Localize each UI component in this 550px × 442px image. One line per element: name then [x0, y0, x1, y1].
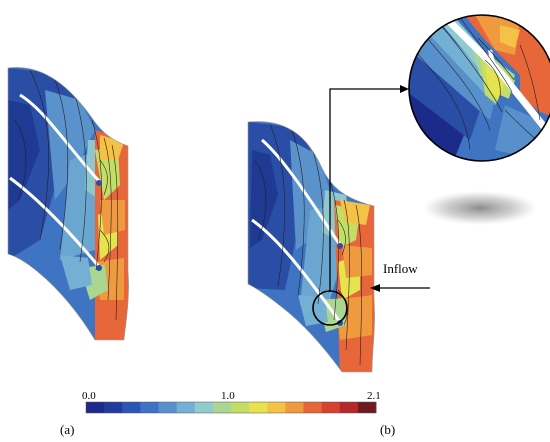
colorbar-swatch: [158, 402, 178, 413]
colorbar: [85, 401, 377, 414]
panel-a-label: (a): [60, 422, 75, 437]
inflow-label: Inflow: [383, 261, 418, 276]
panel-b-label: (b): [380, 422, 396, 437]
zoom-connector-arrowhead: [400, 85, 409, 93]
colorbar-swatch: [122, 402, 141, 413]
zoom-shadow: [422, 191, 538, 225]
zoom-connector: [329, 88, 402, 291]
colorbar-swatch: [140, 402, 159, 413]
colorbar-swatch: [212, 402, 232, 413]
colorbar-swatch: [194, 402, 214, 413]
colorbar-swatch: [267, 402, 286, 413]
colorbar-swatch: [285, 402, 304, 413]
colorbar-tick-max: 2.1: [367, 390, 381, 402]
colorbar-swatch: [231, 402, 250, 413]
panel-b-contour: [247, 121, 375, 373]
colorbar-swatch: [176, 402, 196, 413]
colorbar-swatch: [86, 402, 105, 413]
colorbar-border: [85, 401, 377, 414]
colorbar-swatch: [339, 402, 359, 413]
colorbar-tick-mid: 1.0: [221, 390, 235, 402]
colorbar-swatch: [104, 402, 123, 413]
zoom-inset: [408, 14, 550, 162]
colorbar-swatch: [357, 402, 377, 413]
inflow-arrowhead: [370, 284, 380, 292]
colorbar-swatch: [303, 402, 323, 413]
colorbar-tick-min: 0.0: [82, 390, 96, 402]
colorbar-swatch: [321, 402, 341, 413]
panel-a-contour: [7, 66, 130, 341]
colorbar-swatch: [249, 402, 268, 413]
